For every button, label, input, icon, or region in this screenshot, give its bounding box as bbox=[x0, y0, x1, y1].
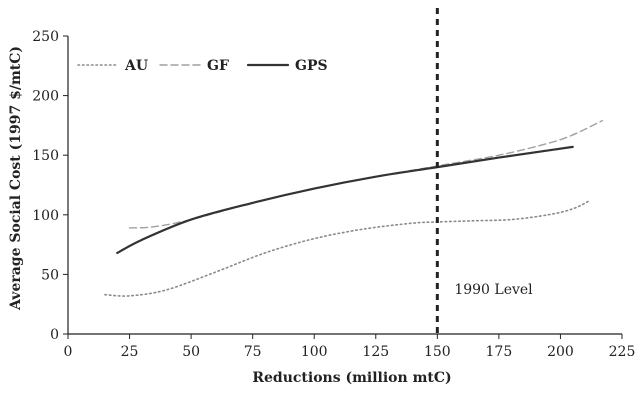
x-tick-label: 75 bbox=[244, 344, 262, 360]
reference-line-group: 1990 Level bbox=[435, 8, 533, 334]
x-tick-label: 50 bbox=[182, 344, 200, 360]
y-tick-label: 0 bbox=[50, 327, 59, 343]
legend: AU GF GPS bbox=[77, 58, 328, 74]
x-tick-label: 225 bbox=[609, 344, 636, 360]
series-line-au bbox=[104, 199, 591, 297]
x-tick-label: 200 bbox=[547, 344, 574, 360]
y-tick-label: 100 bbox=[32, 208, 59, 224]
x-tick-label: 150 bbox=[424, 344, 451, 360]
series-line-gps bbox=[116, 145, 574, 255]
reference-line-label: 1990 Level bbox=[454, 282, 533, 298]
legend-label-gps: GPS bbox=[295, 58, 328, 74]
x-tick-label: 175 bbox=[486, 344, 513, 360]
x-axis-title: Reductions (million mtC) bbox=[252, 370, 451, 386]
x-tick-label: 25 bbox=[121, 344, 139, 360]
legend-label-au: AU bbox=[124, 58, 148, 74]
y-tick-label: 50 bbox=[41, 267, 59, 283]
legend-label-gf: GF bbox=[207, 58, 229, 74]
y-tick-label: 150 bbox=[32, 148, 59, 164]
y-tick-label: 200 bbox=[32, 89, 59, 105]
series-group bbox=[104, 119, 603, 297]
x-tick-label: 100 bbox=[301, 344, 328, 360]
x-tick-label: 0 bbox=[64, 344, 73, 360]
x-tick-label: 125 bbox=[362, 344, 389, 360]
series-line-gf bbox=[128, 119, 603, 229]
y-axis-title: Average Social Cost (1997 $/mtC) bbox=[8, 46, 24, 311]
y-tick-label: 250 bbox=[32, 29, 59, 45]
axes: 0 50 100 150 200 250 0 25 50 75 100 125 150 175 200 225 bbox=[32, 29, 635, 360]
